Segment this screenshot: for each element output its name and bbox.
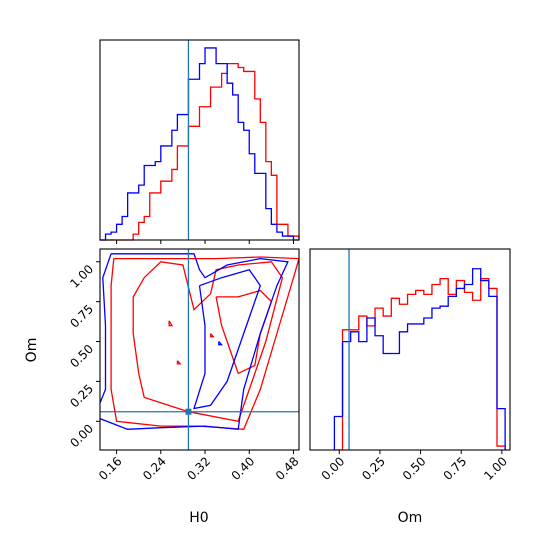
contour-blue-level-2 [218,341,224,346]
contour-red-level-1 [132,261,284,423]
om-histogram-red-series [334,277,506,450]
contour-truth-marker [185,408,192,415]
h0-histogram-red-series [100,62,300,241]
contour-red-level-0 [110,256,299,430]
contour-y-tick-label: 0.00 [67,422,96,451]
om-histogram-x-tick-label: 0.75 [441,454,470,483]
contour-red-level-4 [176,360,182,365]
om-histogram-panel: 0.00 0.25 0.50 0.75 1.00 [309,248,511,483]
om-histogram-x-tick-label: 0.00 [319,454,348,483]
h0-om-contour-panel: 0.16 0.24 0.32 0.40 0.48 0.00 0.25 0.50 0.75 1.00 [67,248,302,483]
om-histogram-frame [309,248,511,451]
h0-histogram-panel [99,39,300,244]
contour-y-tick-label: 0.50 [67,342,96,371]
contour-x-tick-label: 0.24 [140,454,169,483]
h0-histogram-frame [99,39,300,241]
contour-x-tick-label: 0.40 [229,454,258,483]
om-histogram-x-tick-label: 0.50 [400,454,429,483]
x-axis-label-om: Om [398,510,423,526]
contour-y-tick-label: 0.75 [67,302,96,331]
contour-frame [99,248,300,451]
contour-x-tick-label: 0.32 [184,454,213,483]
contour-blue-level-1 [193,268,262,410]
contour-red-level-3 [168,320,174,327]
contour-lines [100,253,299,431]
y-axis-label-om: Om [24,338,40,363]
contour-y-tick-label: 0.25 [67,382,96,411]
om-histogram-x-tick-label: 0.25 [359,454,388,483]
contour-x-tick-label: 0.48 [273,454,302,483]
om-histogram-x-tick-label: 1.00 [481,454,510,483]
contour-x-tick-label: 0.16 [96,454,125,483]
contour-red-level-5 [209,333,215,338]
contour-red-level-2 [215,289,273,375]
contour-blue-level-0 [100,253,289,431]
x-axis-label-h0: H0 [189,510,208,526]
contour-y-tick-label: 1.00 [67,262,96,291]
om-histogram-blue-series [333,268,506,450]
h0-histogram-blue-series [100,47,299,241]
